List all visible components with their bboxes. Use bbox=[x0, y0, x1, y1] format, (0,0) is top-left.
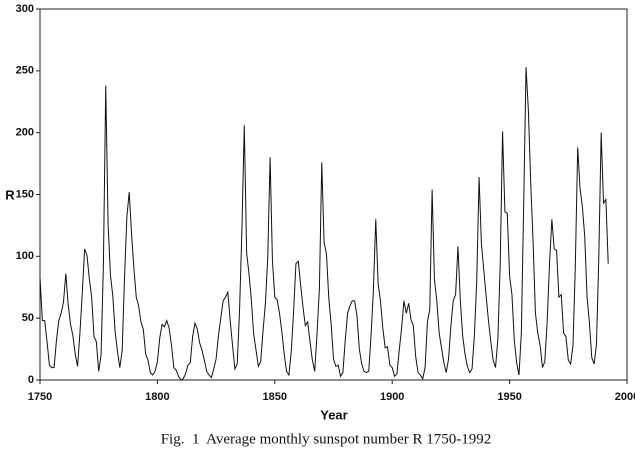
y-axis-label: R bbox=[5, 187, 15, 202]
x-tick-label: 1750 bbox=[28, 391, 52, 403]
plot-frame bbox=[39, 8, 628, 381]
y-tick-label: 250 bbox=[16, 65, 34, 77]
x-tick-label: 1900 bbox=[380, 391, 404, 403]
x-tick-label: 1800 bbox=[145, 391, 169, 403]
y-tick-label: 150 bbox=[16, 188, 34, 200]
y-tick-label: 50 bbox=[22, 312, 34, 324]
data-line bbox=[39, 67, 609, 381]
y-tick-label: 0 bbox=[28, 374, 34, 386]
y-tick-label: 100 bbox=[16, 250, 34, 262]
x-axis-label: Year bbox=[320, 407, 347, 422]
x-tick-label: 1850 bbox=[263, 391, 287, 403]
caption: Fig. 1 Average monthly sunspot number R … bbox=[161, 431, 492, 447]
y-tick-label: 200 bbox=[16, 127, 34, 139]
x-tick-label: 1950 bbox=[497, 391, 521, 403]
x-tick-label: 2000 bbox=[615, 391, 635, 403]
y-tick-label: 300 bbox=[16, 3, 34, 15]
